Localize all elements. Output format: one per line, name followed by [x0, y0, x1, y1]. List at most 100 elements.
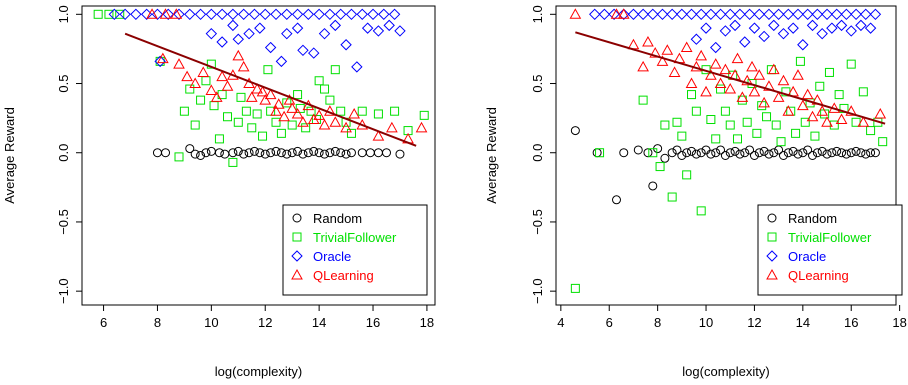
point-oracle: [329, 19, 342, 32]
point-qlearning: [731, 52, 744, 64]
point-trivialfollower: [228, 157, 238, 167]
point-trivialfollower: [320, 84, 330, 94]
point-qlearning: [348, 107, 361, 119]
legend-marker-random: [767, 213, 777, 223]
point-random: [725, 148, 735, 158]
point-qlearning: [777, 74, 790, 86]
point-random: [244, 148, 254, 158]
x-tick-label: 12: [258, 315, 272, 330]
y-tick-label: 1.0: [56, 5, 71, 23]
point-trivialfollower: [155, 56, 165, 66]
point-qlearning: [313, 109, 325, 120]
point-oracle: [831, 8, 843, 21]
point-oracle: [318, 27, 331, 40]
point-random: [298, 149, 308, 159]
point-random: [293, 146, 303, 156]
point-trivialfollower: [696, 206, 706, 216]
point-qlearning: [329, 116, 342, 127]
point-trivialfollower: [282, 98, 292, 108]
point-qlearning: [173, 58, 185, 69]
point-qlearning: [845, 105, 858, 116]
point-oracle: [119, 8, 131, 21]
point-oracle: [383, 19, 395, 32]
point-oracle: [608, 8, 620, 21]
point-oracle: [345, 8, 358, 21]
point-trivialfollower: [732, 134, 742, 144]
point-trivialfollower: [346, 128, 356, 138]
point-random: [798, 148, 808, 158]
point-trivialfollower: [115, 9, 125, 19]
y-tick-label: −1.0: [56, 278, 71, 304]
point-oracle: [656, 8, 669, 21]
data-marks: [569, 8, 888, 293]
point-trivialfollower: [263, 65, 273, 75]
point-qlearning: [272, 98, 285, 109]
point-oracle: [729, 19, 741, 32]
point-trivialfollower: [185, 84, 195, 94]
legend-label-trivialfollower: TrivialFollower: [788, 230, 872, 245]
point-trivialfollower: [716, 84, 726, 94]
point-oracle: [647, 8, 659, 21]
point-random: [271, 146, 281, 156]
point-random: [190, 149, 200, 159]
point-trivialfollower: [824, 67, 834, 77]
point-random: [239, 149, 249, 159]
point-random: [346, 148, 356, 158]
point-random: [837, 148, 847, 158]
point-random: [373, 148, 383, 158]
point-random: [720, 151, 730, 160]
point-qlearning: [782, 105, 795, 116]
point-random: [682, 148, 692, 158]
point-oracle: [237, 8, 250, 21]
point-oracle: [394, 25, 406, 37]
point-qlearning: [181, 70, 193, 82]
point-qlearning: [719, 63, 732, 75]
point-random: [778, 151, 788, 160]
point-oracle: [758, 30, 770, 43]
point-qlearning: [816, 105, 829, 116]
point-oracle: [334, 8, 347, 21]
point-trivialfollower: [655, 162, 665, 172]
point-qlearning: [297, 116, 309, 127]
point-random: [185, 144, 195, 154]
point-trivialfollower: [174, 152, 184, 162]
y-axis-title: Average Reward: [484, 107, 499, 204]
point-oracle: [205, 27, 218, 40]
point-random: [320, 149, 330, 159]
point-random: [846, 148, 856, 158]
point-oracle: [297, 44, 309, 57]
point-trivialfollower: [336, 106, 346, 116]
point-qlearning: [772, 91, 785, 102]
point-random: [730, 146, 740, 156]
point-random: [287, 148, 297, 158]
point-qlearning: [197, 66, 210, 77]
point-trivialfollower: [638, 95, 648, 105]
point-trivialfollower: [190, 120, 200, 130]
point-oracle: [291, 22, 304, 34]
point-random: [870, 148, 880, 158]
trend-line: [575, 31, 886, 125]
point-random: [851, 146, 861, 156]
point-qlearning: [216, 70, 228, 82]
point-random: [260, 149, 270, 159]
x-tick-label: 16: [366, 315, 380, 330]
point-random: [643, 148, 653, 158]
point-random: [309, 146, 319, 156]
point-trivialfollower: [691, 106, 701, 116]
point-qlearning: [340, 121, 352, 133]
point-oracle: [734, 8, 746, 21]
point-trivialfollower: [373, 109, 383, 119]
point-random: [152, 148, 162, 158]
point-random: [788, 146, 798, 156]
x-tick-label: 4: [557, 315, 564, 330]
point-random: [691, 149, 701, 159]
point-trivialfollower: [293, 90, 303, 100]
x-tick-label: 12: [747, 315, 761, 330]
point-qlearning: [685, 77, 698, 89]
point-oracle: [388, 8, 401, 21]
point-qlearning: [386, 121, 398, 133]
point-qlearning: [170, 8, 183, 19]
point-qlearning: [270, 105, 282, 116]
point-oracle: [685, 8, 698, 21]
